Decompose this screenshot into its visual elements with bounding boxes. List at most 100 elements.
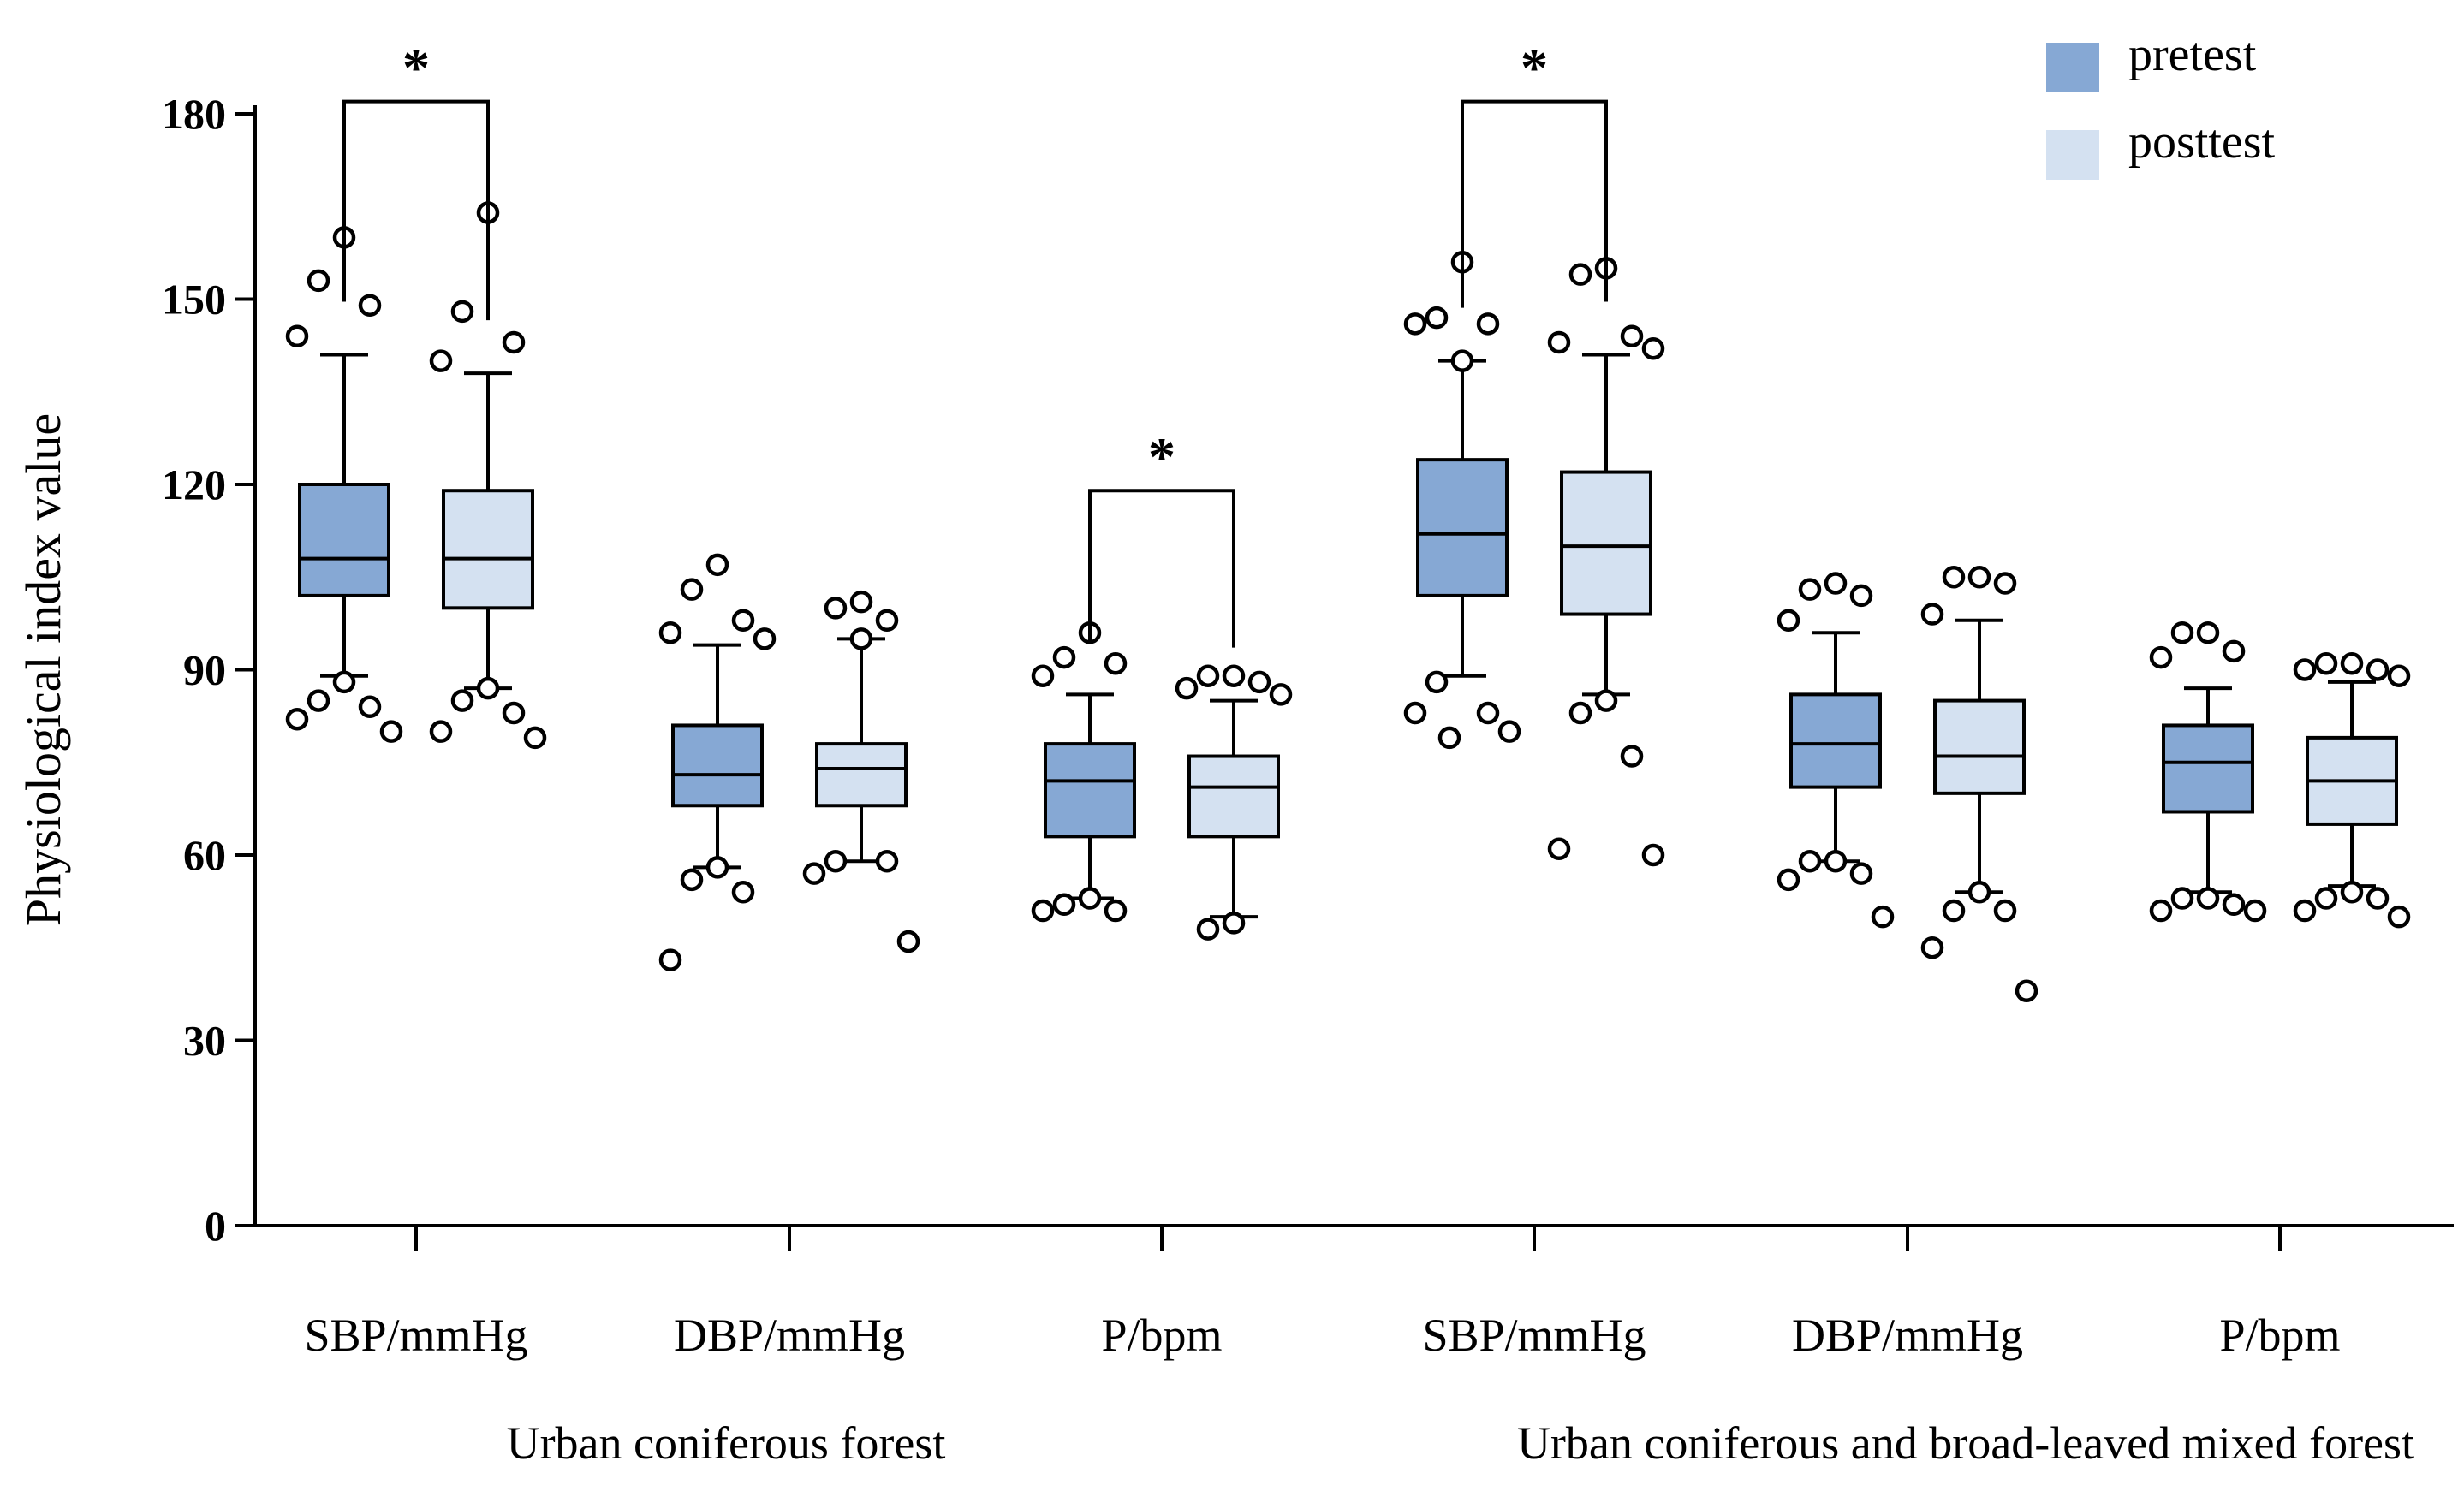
outlier-point <box>1777 609 1800 633</box>
outlier-point <box>2314 652 2338 675</box>
outlier-point <box>523 726 547 750</box>
outlier-point <box>2196 887 2220 910</box>
outlier-point <box>731 881 755 904</box>
outlier-point <box>849 627 873 650</box>
outlier-point <box>705 856 729 879</box>
box-pretest <box>1777 572 1895 929</box>
outlier-point <box>2366 658 2390 681</box>
outlier-point <box>1942 899 1966 923</box>
outlier-point <box>1547 330 1571 354</box>
significance-bracket <box>342 99 490 321</box>
significance-marker: * <box>1148 426 1175 487</box>
outlier-point <box>1798 849 1822 873</box>
outlier-point <box>358 695 382 719</box>
group-label: Urban coniferous and broad-leaved mixed … <box>1517 1417 2414 1469</box>
outlier-point <box>379 720 403 743</box>
box-pretest <box>658 553 777 971</box>
significance-bracket <box>1461 99 1608 308</box>
x-tick-label: SBP/mmHg <box>1422 1310 1646 1361</box>
significance-marker: * <box>1521 38 1548 98</box>
y-tick-label: 60 <box>183 831 226 879</box>
y-axis-label: Physiological index value <box>15 413 71 926</box>
box-body <box>1044 742 1136 839</box>
outlier-point <box>1967 881 1991 904</box>
outlier-point <box>1798 578 1822 601</box>
outlier-point <box>658 948 682 971</box>
outlier-point <box>1031 899 1055 923</box>
outlier-point <box>1269 683 1293 706</box>
outlier-point <box>285 707 309 731</box>
outlier-point <box>1476 312 1500 336</box>
y-tick-label: 0 <box>205 1202 226 1250</box>
box-posttest <box>1175 664 1293 941</box>
outlier-point <box>307 689 330 712</box>
outlier-point <box>2243 899 2267 923</box>
box-posttest <box>1547 257 1665 867</box>
outlier-point <box>1403 312 1427 336</box>
outlier-point <box>705 553 729 577</box>
outlier-point <box>1824 849 1848 873</box>
y-tick-label: 150 <box>162 276 226 324</box>
outlier-point <box>1403 701 1427 725</box>
outlier-point <box>1222 664 1246 687</box>
outlier-point <box>1641 843 1665 867</box>
outlier-point <box>1196 664 1220 687</box>
box-body <box>298 483 390 597</box>
outlier-point <box>1437 726 1461 750</box>
outlier-point <box>2293 658 2317 681</box>
outlier-point <box>875 609 899 633</box>
y-tick-label: 90 <box>183 646 226 694</box>
outlier-point <box>2149 645 2173 669</box>
outlier-point <box>1175 676 1199 700</box>
x-tick-label: DBP/mmHg <box>1792 1310 2023 1361</box>
outlier-point <box>849 590 873 614</box>
outlier-point <box>1078 887 1102 910</box>
outlier-point <box>502 330 526 354</box>
x-tick-label: P/bpm <box>2219 1310 2340 1361</box>
outlier-point <box>429 720 453 743</box>
box-body <box>442 489 534 610</box>
outlier-point <box>1104 652 1128 675</box>
box-pretest <box>1403 250 1521 750</box>
outlier-point <box>1450 349 1474 372</box>
outlier-point <box>1993 899 2017 923</box>
outlier-point <box>1920 603 1944 626</box>
outlier-point <box>1247 670 1271 694</box>
legend-swatch-pretest <box>2046 43 2099 92</box>
outlier-point <box>2340 881 2364 904</box>
outlier-point <box>1425 670 1449 694</box>
outlier-point <box>450 300 474 324</box>
box-pretest <box>2149 621 2267 923</box>
outlier-point <box>1052 893 1076 916</box>
outlier-point <box>680 578 704 601</box>
box-body <box>1933 698 2026 795</box>
legend-label-pretest: pretest <box>2128 28 2257 81</box>
outlier-point <box>1993 572 2017 595</box>
outlier-point <box>680 868 704 892</box>
outlier-point <box>1871 905 1895 929</box>
outlier-point <box>1920 936 1944 959</box>
outlier-point <box>2340 652 2364 675</box>
box-posttest <box>2293 652 2411 929</box>
outlier-point <box>2314 887 2338 910</box>
outlier-point <box>1641 336 1665 360</box>
outlier-point <box>1476 701 1500 725</box>
outlier-point <box>358 294 382 317</box>
outlier-point <box>1824 572 1848 595</box>
outlier-point <box>1942 566 1966 589</box>
outlier-point <box>1849 862 1873 885</box>
outlier-point <box>307 269 330 293</box>
outlier-point <box>2222 639 2246 663</box>
outlier-point <box>2387 664 2411 687</box>
box-body <box>815 742 908 808</box>
outlier-point <box>802 862 826 885</box>
outlier-point <box>1104 899 1128 923</box>
outlier-point <box>429 349 453 372</box>
box-posttest <box>429 201 547 750</box>
outlier-point <box>896 930 920 953</box>
box-body <box>2162 723 2254 814</box>
outlier-point <box>753 627 777 650</box>
legend-swatch-posttest <box>2046 130 2099 180</box>
significance-bracket <box>1088 489 1235 648</box>
